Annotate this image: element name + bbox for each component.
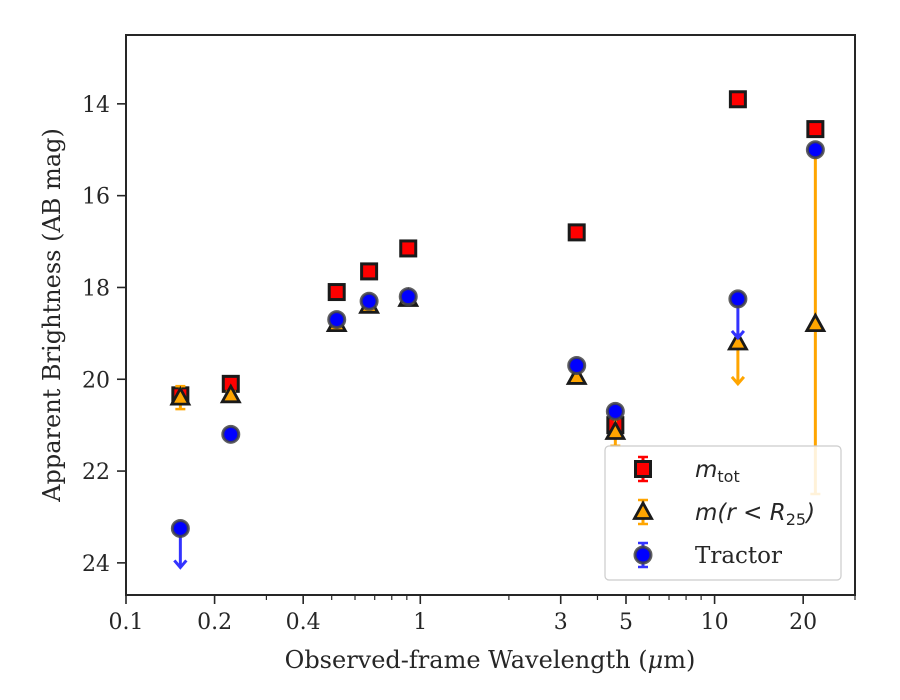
- marker-mr25: [604, 420, 627, 440]
- marker-tractor: [359, 291, 379, 311]
- marker-tractor: [605, 401, 625, 421]
- x-axis-label: Observed-frame Wavelength (μm): [285, 646, 696, 674]
- upper-limit-arrowhead: [173, 559, 188, 570]
- legend-label-mr25: m(r < R25): [695, 500, 815, 529]
- legend-label-mtot: mtot: [695, 457, 740, 486]
- x-tick-label: 1: [413, 610, 427, 635]
- upper-limit-arrowhead: [730, 329, 746, 341]
- y-tick-label: 24: [82, 552, 110, 577]
- marker-mtot: [728, 90, 747, 109]
- marker-mr25: [169, 385, 192, 406]
- marker-mtot: [399, 239, 418, 258]
- y-tick-label: 14: [82, 93, 110, 118]
- marker-mr25: [726, 330, 749, 351]
- x-tick-label: 20: [789, 610, 817, 635]
- upper-limit-arrowhead: [730, 375, 746, 387]
- legend-marker-tractor: [633, 545, 653, 565]
- marker-mtot: [327, 283, 346, 302]
- marker-tractor: [805, 140, 825, 160]
- marker-mr25: [219, 383, 242, 404]
- marker-tractor: [398, 287, 418, 307]
- y-tick-label: 18: [82, 276, 110, 301]
- axes: 0.1 0.2 0.4 1 3 5 10 20 14 16 18 20 22 24: [82, 93, 856, 635]
- legend: mtot m(r < R25) Tractor: [604, 445, 842, 581]
- series-mtot: [171, 90, 825, 435]
- marker-tractor: [327, 310, 347, 330]
- marker-tractor: [221, 424, 241, 444]
- x-tick-label: 3: [554, 610, 568, 635]
- legend-label-tractor: Tractor: [695, 543, 782, 569]
- plot-frame: [125, 34, 856, 596]
- y-tick-label: 16: [82, 185, 110, 210]
- data-marks: [169, 90, 827, 570]
- marker-tractor: [567, 355, 587, 375]
- marker-mtot: [806, 120, 825, 139]
- series-tractor: [170, 140, 825, 570]
- x-tick-label: 10: [701, 610, 729, 635]
- legend-marker-mr25: [632, 500, 654, 520]
- x-tick-label: 0.2: [197, 610, 232, 635]
- marker-tractor: [170, 518, 190, 538]
- legend-frame: [604, 445, 842, 581]
- y-axis-label: Apparent Brightness (AB mag): [38, 128, 66, 503]
- marker-mtot: [567, 223, 586, 242]
- x-tick-label: 0.4: [286, 610, 321, 635]
- marker-tractor: [728, 289, 748, 309]
- legend-marker-mtot: [634, 460, 652, 478]
- y-tick-label: 22: [82, 460, 110, 485]
- y-tick-label: 20: [82, 368, 110, 393]
- marker-mr25: [565, 365, 588, 385]
- marker-mr25: [804, 312, 827, 333]
- marker-mtot: [360, 262, 379, 281]
- x-tick-label: 0.1: [109, 610, 144, 635]
- x-tick-label: 5: [619, 610, 633, 635]
